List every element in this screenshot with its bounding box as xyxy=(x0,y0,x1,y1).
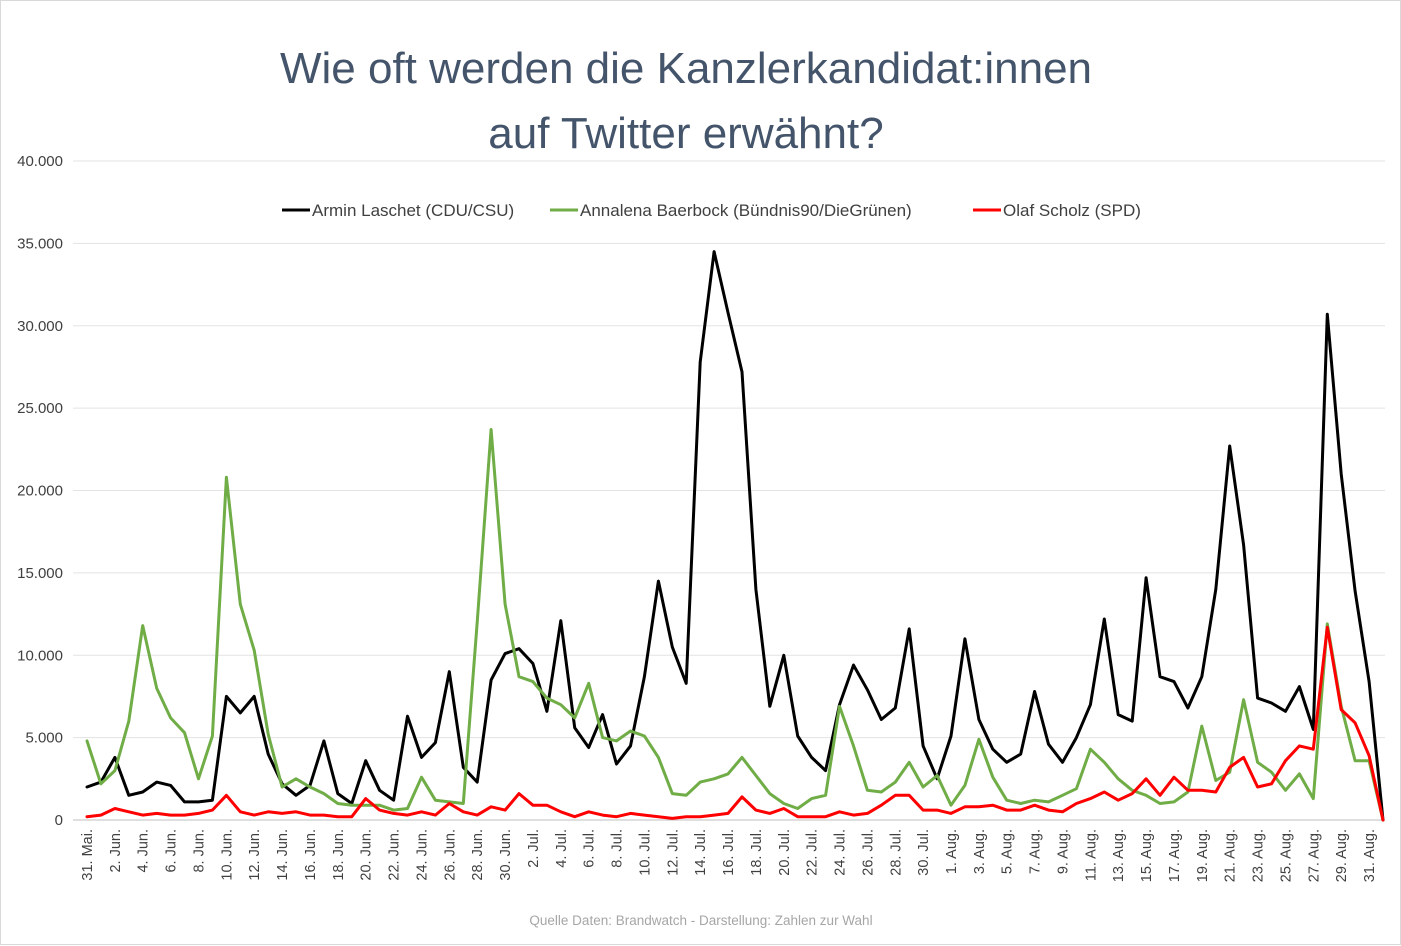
x-tick-label: 6. Jul. xyxy=(582,829,598,868)
x-tick-label: 13. Aug. xyxy=(1111,829,1127,882)
x-tick-label: 18. Jun. xyxy=(331,829,347,881)
x-tick-label: 26. Jul. xyxy=(860,829,876,876)
x-tick-label: 22. Jun. xyxy=(387,829,403,881)
x-tick-label: 31. Aug. xyxy=(1362,829,1378,882)
x-tick-label: 5. Aug. xyxy=(1000,829,1016,874)
x-tick-label: 15. Aug. xyxy=(1139,829,1155,882)
x-tick-label: 28. Jul. xyxy=(888,829,904,876)
x-tick-label: 20. Jun. xyxy=(359,829,375,881)
x-tick-label: 1. Aug. xyxy=(944,829,960,874)
x-tick-label: 10. Jul. xyxy=(637,829,653,876)
x-tick-label: 28. Jun. xyxy=(470,829,486,881)
y-tick-label: 5.000 xyxy=(25,730,63,747)
y-tick-label: 15.000 xyxy=(17,565,63,582)
y-tick-label: 35.000 xyxy=(17,235,63,252)
x-tick-label: 4. Jun. xyxy=(136,829,152,873)
source-note: Quelle Daten: Brandwatch - Darstellung: … xyxy=(529,913,872,928)
x-tick-label: 4. Jul. xyxy=(554,829,570,868)
gridlines xyxy=(73,160,1385,821)
series-line-3 xyxy=(85,625,1385,822)
legend-label-3: Olaf Scholz (SPD) xyxy=(1003,201,1141,220)
legend-label-2: Annalena Baerbock (Bündnis90/DieGrünen) xyxy=(580,201,912,220)
y-tick-label: 20.000 xyxy=(17,483,63,500)
x-tick-label: 11. Aug. xyxy=(1083,829,1099,881)
series-line-2 xyxy=(85,428,1385,822)
y-axis: 0 5.000 10.000 15.000 20.000 25.000 30.000 35.0… xyxy=(17,153,63,829)
y-tick-label: 40.000 xyxy=(17,153,63,170)
x-tick-label: 21. Aug. xyxy=(1223,829,1239,882)
x-tick-label: 9. Aug. xyxy=(1055,829,1071,874)
x-tick-label: 24. Jul. xyxy=(833,829,849,876)
x-tick-label: 16. Jun. xyxy=(303,829,319,881)
chart-title-line-2: auf Twitter erwähnt? xyxy=(488,109,883,158)
x-tick-label: 12. Jun. xyxy=(247,829,263,881)
x-tick-label: 26. Jun. xyxy=(442,829,458,881)
x-tick-label: 17. Aug. xyxy=(1167,829,1183,882)
x-tick-label: 30. Jun. xyxy=(498,829,514,881)
legend: Armin Laschet (CDU/CSU) Annalena Baerbock… xyxy=(282,201,1141,220)
y-tick-label: 30.000 xyxy=(17,318,63,335)
x-tick-label: 29. Aug. xyxy=(1334,829,1350,882)
series-line-1 xyxy=(85,250,1385,822)
y-tick-label: 10.000 xyxy=(17,647,63,664)
x-tick-label: 14. Jun. xyxy=(275,829,291,881)
x-tick-label: 19. Aug. xyxy=(1195,829,1211,882)
x-tick-label: 8. Jun. xyxy=(191,829,207,873)
x-tick-label: 22. Jul. xyxy=(805,829,821,876)
y-tick-label: 0 xyxy=(55,812,63,829)
x-tick-label: 25. Aug. xyxy=(1278,829,1294,882)
x-tick-label: 3. Aug. xyxy=(972,829,988,874)
x-tick-label: 14. Jul. xyxy=(693,829,709,876)
legend-label-1: Armin Laschet (CDU/CSU) xyxy=(312,201,514,220)
x-axis: 31. Mai. 2. Jun. 4. Jun. 6. Jun. 8. Jun. 10. … xyxy=(80,829,1378,882)
x-tick-label: 24. Jun. xyxy=(414,829,430,881)
x-tick-label: 31. Mai. xyxy=(80,829,96,881)
x-tick-label: 8. Jul. xyxy=(610,829,626,868)
x-tick-label: 12. Jul. xyxy=(665,829,681,876)
x-tick-label: 10. Jun. xyxy=(219,829,235,881)
x-tick-label: 7. Aug. xyxy=(1028,829,1044,874)
x-tick-label: 23. Aug. xyxy=(1251,829,1267,882)
y-tick-label: 25.000 xyxy=(17,400,63,417)
x-tick-label: 2. Jul. xyxy=(526,829,542,868)
chart-title-line-1: Wie oft werden die Kanzlerkandidat:innen xyxy=(280,44,1092,93)
x-tick-label: 16. Jul. xyxy=(721,829,737,876)
x-tick-label: 6. Jun. xyxy=(164,829,180,873)
series-lines xyxy=(85,250,1385,822)
x-tick-label: 27. Aug. xyxy=(1306,829,1322,882)
x-tick-label: 2. Jun. xyxy=(108,829,124,873)
x-tick-label: 30. Jul. xyxy=(916,829,932,876)
x-tick-label: 20. Jul. xyxy=(777,829,793,876)
x-tick-label: 18. Jul. xyxy=(749,829,765,876)
